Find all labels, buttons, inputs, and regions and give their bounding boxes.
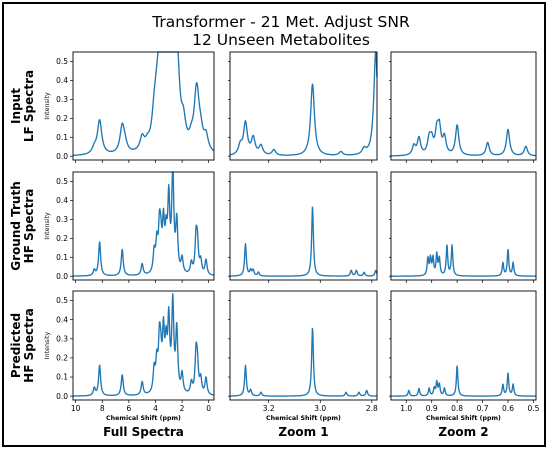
x-tick-label: 3.0 bbox=[314, 404, 326, 413]
y-tick-label: 0.2 bbox=[56, 234, 68, 243]
y-tick-label: 0.2 bbox=[56, 114, 68, 123]
x-tick-label: 0.9 bbox=[426, 404, 438, 413]
row-label-line: Predicted bbox=[9, 313, 23, 378]
x-tick-label: 0 bbox=[206, 404, 211, 413]
spectrum-line-input_lf-col0 bbox=[72, 51, 215, 156]
x-tick-label: 2.8 bbox=[366, 404, 378, 413]
x-tick-label: 0.5 bbox=[527, 404, 539, 413]
x-tick-label: 2 bbox=[180, 404, 185, 413]
panel-frame-r2-c2 bbox=[390, 290, 537, 401]
y-tick-label: 0.0 bbox=[56, 272, 68, 281]
column-label: Zoom 1 bbox=[278, 425, 328, 439]
y-tick-label: 0.1 bbox=[56, 373, 68, 382]
panel-grid: 0.0 0.1 0.2 0.3 0.4 0.5 Intensity 0.0 0.1 0.2 0.3 0… bbox=[9, 51, 540, 439]
x-axis-label: Chemical Shift (ppm) bbox=[426, 415, 501, 422]
spectrum-line-predicted_hf-col2 bbox=[390, 365, 537, 397]
y-tick-label: 0.4 bbox=[56, 76, 68, 85]
panel-frame-r1-c1 bbox=[229, 171, 378, 281]
panel-frame-r0-c1 bbox=[229, 51, 378, 161]
y-axis-label: Intensity bbox=[44, 92, 51, 120]
column-label: Full Spectra bbox=[103, 425, 184, 439]
row-label: Ground TruthHF Spectra bbox=[9, 181, 36, 270]
y-tick-label: 0.1 bbox=[56, 133, 68, 142]
row-label-line: HF Spectra bbox=[22, 308, 36, 383]
y-tick-label: 0.3 bbox=[56, 95, 68, 104]
x-tick-label: 8 bbox=[100, 404, 105, 413]
y-tick-label: 0.5 bbox=[56, 177, 68, 186]
spectrum-line-predicted_hf-col1 bbox=[229, 327, 378, 397]
panel-frame-r1-c2 bbox=[390, 171, 537, 281]
y-axis-label: Intensity bbox=[44, 332, 51, 360]
x-tick-label: 0.8 bbox=[451, 404, 463, 413]
x-tick-label: 10 bbox=[71, 404, 81, 413]
y-tick-label: 0.4 bbox=[56, 196, 68, 205]
row-label-line: HF Spectra bbox=[22, 189, 36, 264]
panel-frame-r0-c0 bbox=[72, 51, 215, 161]
y-tick-label: 0.4 bbox=[56, 315, 68, 324]
spectrum-line-predicted_hf-col0 bbox=[72, 293, 215, 397]
panel-frame-r2-c0 bbox=[72, 290, 215, 401]
x-tick-label: 4 bbox=[153, 404, 158, 413]
y-tick-label: 0.0 bbox=[56, 152, 68, 161]
column-label: Zoom 2 bbox=[438, 425, 488, 439]
figure-title-line2: 12 Unseen Metabolites bbox=[192, 31, 370, 49]
figure-title-line1: Transformer - 21 Met. Adjust SNR bbox=[151, 13, 410, 31]
figure-frame: Transformer - 21 Met. Adjust SNR 12 Unse… bbox=[2, 2, 546, 447]
y-tick-label: 0.2 bbox=[56, 354, 68, 363]
x-tick-label: 3.2 bbox=[263, 404, 275, 413]
x-tick-label: 0.6 bbox=[502, 404, 514, 413]
x-tick-label: 6 bbox=[126, 404, 131, 413]
y-tick-label: 0.5 bbox=[56, 57, 68, 66]
spectrum-line-ground_truth_hf-col2 bbox=[390, 244, 537, 277]
y-tick-label: 0.5 bbox=[56, 296, 68, 305]
y-tick-label: 0.3 bbox=[56, 215, 68, 224]
spectrum-line-ground_truth_hf-col1 bbox=[229, 206, 378, 277]
panel-frame-r1-c0 bbox=[72, 171, 215, 281]
row-label: PredictedHF Spectra bbox=[9, 308, 36, 383]
x-axis-label: Chemical Shift (ppm) bbox=[266, 415, 341, 422]
y-axis-label: Intensity bbox=[44, 212, 51, 240]
y-tick-label: 0.0 bbox=[56, 392, 68, 401]
spectrum-line-ground_truth_hf-col0 bbox=[72, 171, 215, 277]
row-label-line: LF Spectra bbox=[22, 70, 36, 142]
y-tick-label: 0.3 bbox=[56, 334, 68, 343]
row-label-line: Input bbox=[9, 88, 23, 124]
spectrum-line-input_lf-col1 bbox=[229, 51, 378, 156]
spectra-figure: Transformer - 21 Met. Adjust SNR 12 Unse… bbox=[9, 13, 540, 439]
panel-frame-r2-c1 bbox=[229, 290, 378, 401]
x-tick-label: 0.7 bbox=[477, 404, 489, 413]
row-label-line: Ground Truth bbox=[9, 181, 23, 270]
x-tick-label: 1.0 bbox=[400, 404, 412, 413]
x-axis-label: Chemical Shift (ppm) bbox=[106, 415, 181, 422]
row-label: InputLF Spectra bbox=[9, 70, 36, 142]
y-tick-label: 0.1 bbox=[56, 253, 68, 262]
spectrum-line-input_lf-col2 bbox=[390, 118, 537, 157]
panel-frame-r0-c2 bbox=[390, 51, 537, 161]
